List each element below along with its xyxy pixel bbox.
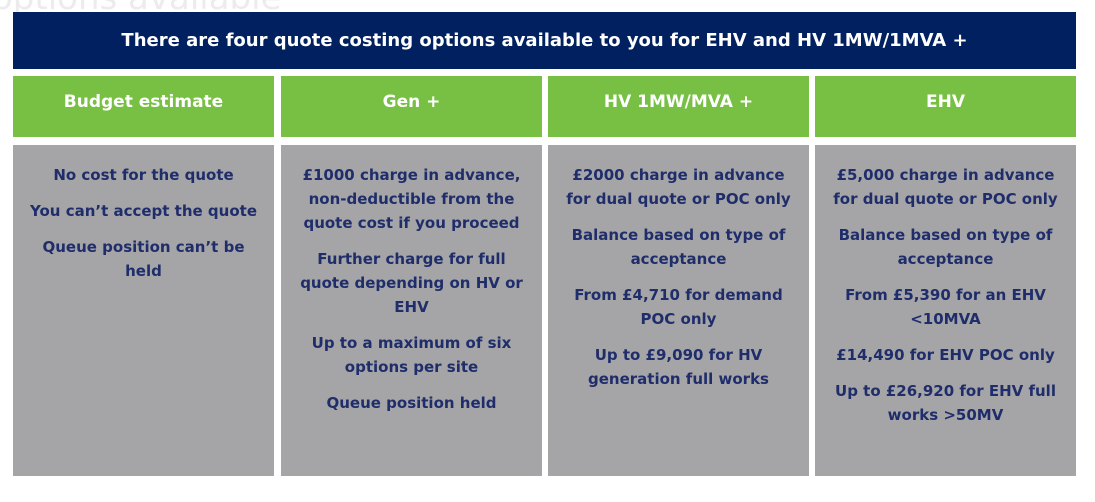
option-details: £5,000 charge in advance for dual quote …	[815, 145, 1076, 476]
title-banner: There are four quote costing options ava…	[13, 12, 1076, 69]
option-detail-item: £1000 charge in advance, non-deductible …	[302, 166, 521, 232]
option-column: Gen + £1000 charge in advance, non-deduct…	[281, 76, 542, 476]
option-column: HV 1MW/MVA + £2000 charge in advance for …	[548, 76, 809, 476]
option-detail-item: From £4,710 for demand POC only	[574, 286, 783, 328]
option-heading-label: HV 1MW/MVA +	[603, 91, 754, 112]
option-details: £1000 charge in advance, non-deductible …	[281, 145, 542, 476]
option-detail-item: You can’t accept the quote	[30, 202, 257, 220]
option-detail-item: Up to £26,920 for EHV full works >50MV	[835, 382, 1056, 424]
option-heading-label: Gen +	[382, 91, 441, 112]
option-detail-item: Further charge for full quote depending …	[300, 250, 523, 316]
option-detail-item: Balance based on type of acceptance	[571, 226, 786, 268]
option-heading: EHV	[815, 76, 1076, 137]
option-detail-item: Queue position held	[326, 394, 497, 412]
option-detail-item: From £5,390 for an EHV <10MVA	[845, 286, 1046, 328]
option-column: Budget estimate No cost for the quote You …	[13, 76, 274, 476]
option-heading-label: Budget estimate	[63, 91, 224, 112]
option-heading: Gen +	[281, 76, 542, 137]
option-detail-item: £5,000 charge in advance for dual quote …	[833, 166, 1058, 208]
option-detail-item: Balance based on type of acceptance	[838, 226, 1053, 268]
option-heading: HV 1MW/MVA +	[548, 76, 809, 137]
page-title: There are four quote costing options ava…	[121, 30, 968, 51]
option-detail-item: Up to £9,090 for HV generation full work…	[588, 346, 769, 388]
option-detail-item: Up to a maximum of six options per site	[311, 334, 512, 376]
option-detail-item: £14,490 for EHV POC only	[836, 346, 1055, 364]
option-detail-item: Queue position can’t be held	[42, 238, 245, 280]
option-details: £2000 charge in advance for dual quote o…	[548, 145, 809, 476]
option-details: No cost for the quote You can’t accept th…	[13, 145, 274, 476]
option-heading: Budget estimate	[13, 76, 274, 137]
option-column: EHV £5,000 charge in advance for dual quo…	[815, 76, 1076, 476]
option-detail-item: No cost for the quote	[53, 166, 234, 184]
option-heading-label: EHV	[926, 91, 965, 112]
option-detail-item: £2000 charge in advance for dual quote o…	[566, 166, 791, 208]
